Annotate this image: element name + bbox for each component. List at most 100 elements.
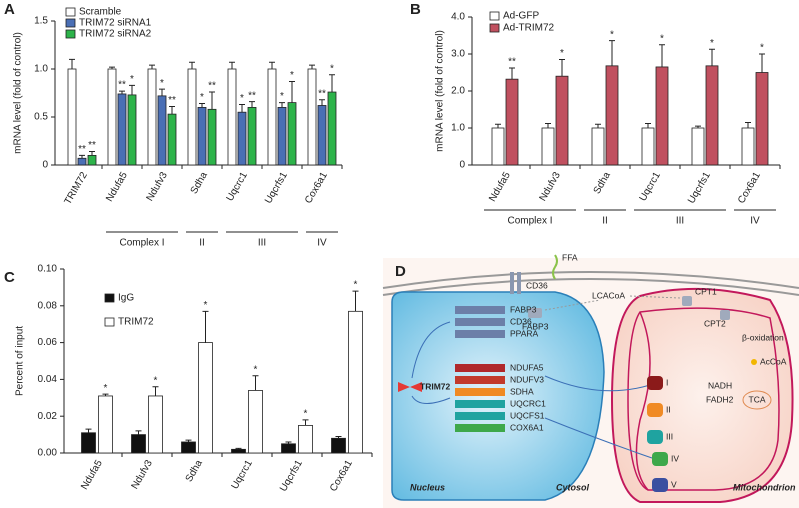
y-tick-label: 0: [42, 160, 48, 171]
gene-bar: [455, 388, 505, 396]
gene-bar: [455, 318, 505, 326]
significance: *: [560, 48, 564, 59]
y-tick-label: 0: [459, 160, 465, 171]
error-bar: [169, 105, 175, 115]
error-bar: [309, 64, 315, 69]
x-tick-label: Uqcrc1: [638, 170, 664, 203]
label: TRIM72: [420, 381, 451, 391]
bar: [81, 432, 96, 454]
error-bar: [329, 74, 335, 93]
legend-label: Ad-GFP: [503, 11, 539, 22]
significance: *: [330, 63, 334, 74]
x-tick-label: Cox6a1: [303, 170, 330, 206]
bar: [605, 65, 619, 166]
legend-label: Ad-TRIM72: [503, 23, 555, 34]
x-tick-label: Uqcrfs1: [686, 170, 713, 206]
cpt1-icon: [682, 296, 692, 306]
complex-label: IV: [671, 453, 679, 463]
gene-label: UQCRC1: [510, 398, 546, 408]
label: LCACoA: [592, 290, 625, 300]
bar: [237, 111, 247, 166]
y-tick-label: 2.0: [451, 86, 465, 97]
bar: [277, 107, 287, 166]
x-tick-label: Uqcrfs1: [263, 170, 290, 206]
gene-bar: [455, 400, 505, 408]
y-axis-label: Percent of input: [15, 326, 26, 396]
label: Mitochondrion: [733, 482, 796, 492]
trim72-icon: [398, 382, 422, 392]
bar: [327, 91, 337, 166]
legend-swatch: [104, 293, 115, 303]
significance: *: [200, 92, 204, 103]
label: CD36: [526, 280, 548, 290]
legend-swatch: [104, 317, 115, 327]
complex-label: I: [666, 377, 668, 387]
label: Cytosol: [556, 482, 590, 492]
error-bar: [709, 48, 715, 66]
legend-swatch: [489, 11, 500, 21]
legend-swatch: [489, 23, 500, 33]
error-bar: [209, 91, 215, 110]
bar: [287, 102, 297, 166]
error-bar: [302, 419, 309, 426]
error-bar: [595, 123, 601, 128]
gene-label: NDUFV3: [510, 374, 544, 384]
significance: *: [254, 364, 258, 375]
panel-label: D: [395, 263, 406, 280]
error-bar: [229, 61, 235, 69]
significance: *: [104, 383, 108, 394]
bar: [198, 342, 213, 454]
y-tick-label: 4.0: [451, 12, 465, 23]
error-bar: [319, 99, 325, 106]
error-bar: [239, 104, 245, 113]
error-bar: [252, 375, 259, 391]
error-bar: [269, 61, 275, 69]
bar: [187, 68, 197, 166]
inner-membrane: [627, 307, 780, 491]
complex-icon: [647, 403, 663, 417]
arrow: [411, 321, 451, 379]
y-tick-label: 3.0: [451, 49, 465, 60]
x-tick-label: Uqcrc1: [230, 458, 256, 491]
gene-label: COX6A1: [510, 422, 544, 432]
panel-label: A: [4, 1, 15, 18]
complex-label: V: [671, 479, 677, 489]
error-bar: [335, 435, 342, 439]
accoa-icon: [751, 359, 757, 365]
error-bar: [509, 67, 515, 80]
gene-bar: [455, 376, 505, 384]
gene-bar: [455, 424, 505, 432]
cd36-icon: [510, 272, 514, 294]
bar: [755, 72, 769, 166]
significance: *: [240, 93, 244, 104]
legend-swatch: [65, 7, 76, 17]
significance: *: [304, 409, 308, 420]
diagram: FFA CD36 FABP3 LCACoA CPT1 CPT2 β-oxidat…: [382, 252, 799, 508]
x-tick-label: Sdha: [184, 458, 205, 484]
bar: [117, 93, 127, 166]
error-bar: [695, 125, 701, 128]
x-tick-label: Ndufa5: [487, 170, 513, 204]
membrane: [382, 278, 799, 296]
x-tick-label: Ndufa5: [79, 458, 105, 492]
bar: [741, 127, 755, 166]
legend-swatch: [65, 29, 76, 39]
error-bar: [645, 123, 651, 128]
group-label: Complex I: [119, 238, 164, 249]
error-bar: [109, 66, 115, 69]
gene-bar: [455, 412, 505, 420]
y-tick-label: 0.08: [38, 300, 58, 311]
arrow: [411, 395, 451, 404]
x-tick-label: Sdha: [592, 170, 613, 196]
error-bar: [545, 123, 551, 128]
label: β-oxidation: [742, 332, 784, 342]
error-bar: [495, 123, 501, 128]
arrow: [629, 295, 681, 299]
error-bar: [185, 439, 192, 442]
gene-bar: [455, 306, 505, 314]
significance: *: [354, 280, 358, 291]
complex-icon: [647, 430, 663, 444]
group-label: III: [258, 238, 266, 249]
significance: **: [208, 81, 216, 92]
legend-label: TRIM72 siRNA2: [79, 29, 152, 40]
